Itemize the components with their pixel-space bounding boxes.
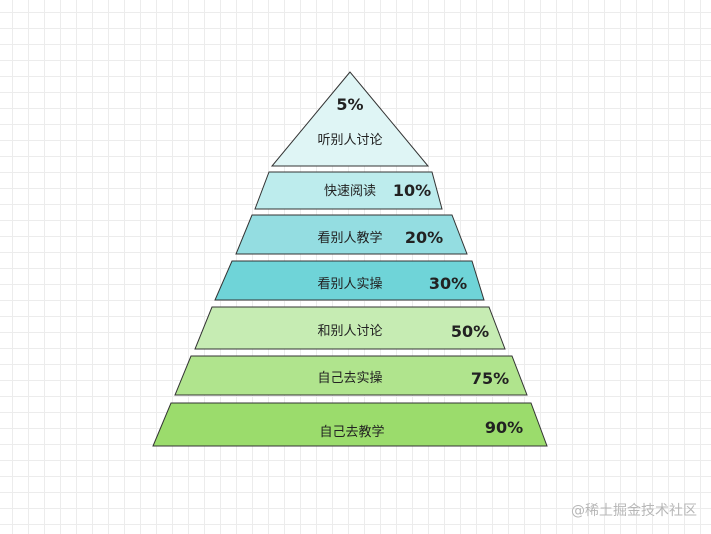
watermark: @稀土掘金技术社区 [571,503,697,519]
pyramid-level-1-percent: 5% [336,95,363,114]
pyramid-level-1-label: 听别人讨论 [317,133,382,148]
pyramid-level-4-shape [214,260,485,301]
pyramid-level-3-percent: 20% [405,228,443,247]
pyramid-level-2-shape [254,171,443,210]
pyramid-level-5-percent: 50% [451,322,489,341]
pyramid-level-6-shape [174,355,528,396]
pyramid-level-7-label: 自己去教学 [319,424,384,440]
pyramid-level-3-label: 看别人教学 [317,230,382,246]
pyramid-level-6-label: 自己去实操 [317,370,382,386]
pyramid-level-5-shape [194,306,506,350]
pyramid-level-6-percent: 75% [471,369,509,388]
pyramid-level-4-label: 看别人实操 [317,276,382,292]
pyramid-level-4-percent: 30% [429,274,467,293]
pyramid-level-2-label: 快速阅读 [324,184,376,199]
pyramid-level-5-label: 和别人讨论 [317,324,382,339]
pyramid-level-1-shape [270,71,430,167]
pyramid-level-7-shape [152,402,548,447]
pyramid-level-3-shape [235,214,468,255]
pyramid-level-2-percent: 10% [393,181,431,200]
pyramid-level-7-percent: 90% [485,418,523,437]
